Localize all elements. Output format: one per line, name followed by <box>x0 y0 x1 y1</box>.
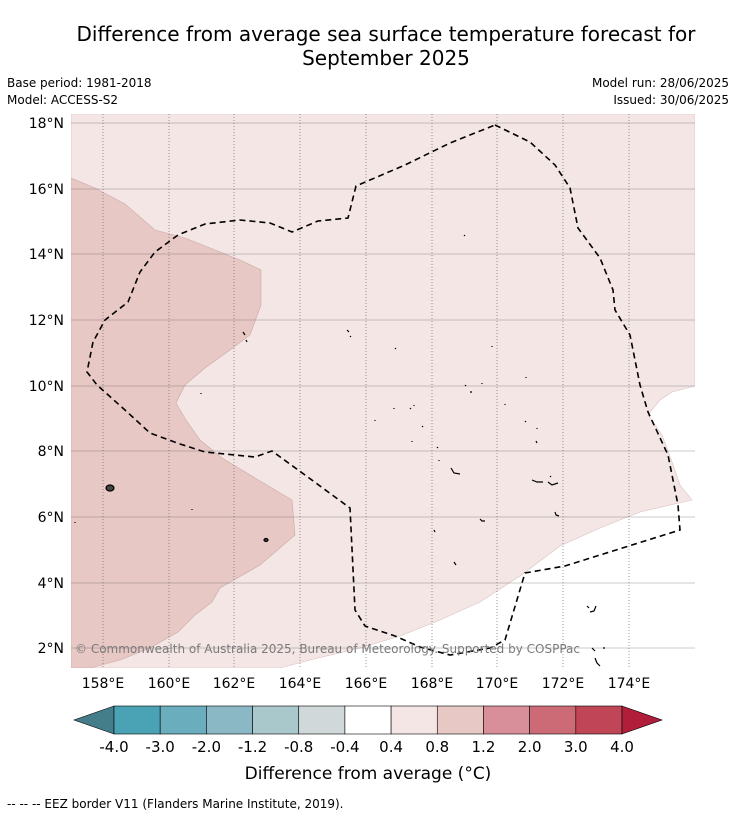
lat-label-8n: 8°N <box>38 444 64 460</box>
colorbar-segment <box>206 705 253 735</box>
colorbar-tick-label: 0.8 <box>425 738 449 756</box>
colorbar-title-text: Difference from average ( <box>244 764 465 784</box>
colorbar-tick-label: -1.2 <box>238 738 267 756</box>
colorbar-segment <box>298 705 346 735</box>
lon-label-160e: 160°E <box>148 676 191 692</box>
lat-label-18n: 18°N <box>29 116 64 132</box>
lon-label-162e: 162°E <box>213 676 256 692</box>
base-period: Base period: 1981-2018 <box>7 76 152 90</box>
eez-legend-note: -- -- -- EEZ border V11 (Flanders Marine… <box>7 797 344 811</box>
lon-label-170e: 170°E <box>476 676 519 692</box>
title-line-1: Difference from average sea surface temp… <box>76 22 696 46</box>
model-run: Model run: 28/06/2025 <box>591 76 729 90</box>
colorbar-segment <box>390 705 438 735</box>
colorbar-tick-label: 1.2 <box>472 738 496 756</box>
anomaly-region-medium <box>71 177 296 668</box>
title-line-2: September 2025 <box>302 46 470 70</box>
latitude-labels: 18°N 16°N 14°N 12°N 10°N 8°N 6°N 4°N 2°N <box>29 116 64 657</box>
colorbar-segment <box>529 705 577 735</box>
colorbar-tick-label: 2.0 <box>518 738 542 756</box>
model-name: Model: ACCESS-S2 <box>7 93 119 107</box>
colorbar-arrow-high <box>621 705 663 735</box>
lon-label-158e: 158°E <box>82 676 125 692</box>
lat-label-16n: 16°N <box>29 182 64 198</box>
lon-label-172e: 172°E <box>542 676 585 692</box>
lon-label-168e: 168°E <box>411 676 454 692</box>
colorbar-tick-label: -0.8 <box>284 738 313 756</box>
colorbar-segment <box>344 705 392 735</box>
colorbar-tick-label: 4.0 <box>610 738 634 756</box>
colorbar-segment <box>436 705 484 735</box>
colorbar-title-unit: °C) <box>464 764 492 784</box>
colorbar-tick-label: -0.4 <box>330 738 359 756</box>
latitude-gridlines <box>71 122 695 649</box>
colorbar-segment <box>159 705 207 735</box>
colorbar-tick-label: -4.0 <box>99 738 128 756</box>
lat-label-6n: 6°N <box>38 510 64 526</box>
islands <box>74 234 605 667</box>
issued-date: Issued: 30/06/2025 <box>613 93 729 107</box>
colorbar-arrow-low <box>73 705 115 735</box>
lon-label-164e: 164°E <box>279 676 322 692</box>
longitude-labels: 158°E 160°E 162°E 164°E 166°E 168°E 170°… <box>82 676 651 692</box>
colorbar-tick-label: -3.0 <box>146 738 175 756</box>
lat-label-10n: 10°N <box>29 379 64 395</box>
colorbar-segment <box>575 705 623 735</box>
lon-label-174e: 174°E <box>608 676 651 692</box>
chart-title: Difference from average sea surface temp… <box>36 22 736 70</box>
lon-label-166e: 166°E <box>345 676 388 692</box>
lat-label-14n: 14°N <box>29 247 64 263</box>
colorbar-segment <box>252 705 300 735</box>
lat-label-2n: 2°N <box>38 641 64 657</box>
colorbar-title: Difference from average (°C) <box>0 764 736 784</box>
colorbar-segment <box>113 705 161 735</box>
eez-border <box>86 124 681 656</box>
colorbar-tick-label: 0.4 <box>379 738 403 756</box>
copyright-notice: © Commonwealth of Australia 2025, Bureau… <box>75 642 580 656</box>
lat-label-4n: 4°N <box>38 576 64 592</box>
lat-label-12n: 12°N <box>29 313 64 329</box>
colorbar-segment <box>483 705 530 735</box>
colorbar-tick-label: 3.0 <box>564 738 588 756</box>
colorbar-tick-label: -2.0 <box>192 738 221 756</box>
